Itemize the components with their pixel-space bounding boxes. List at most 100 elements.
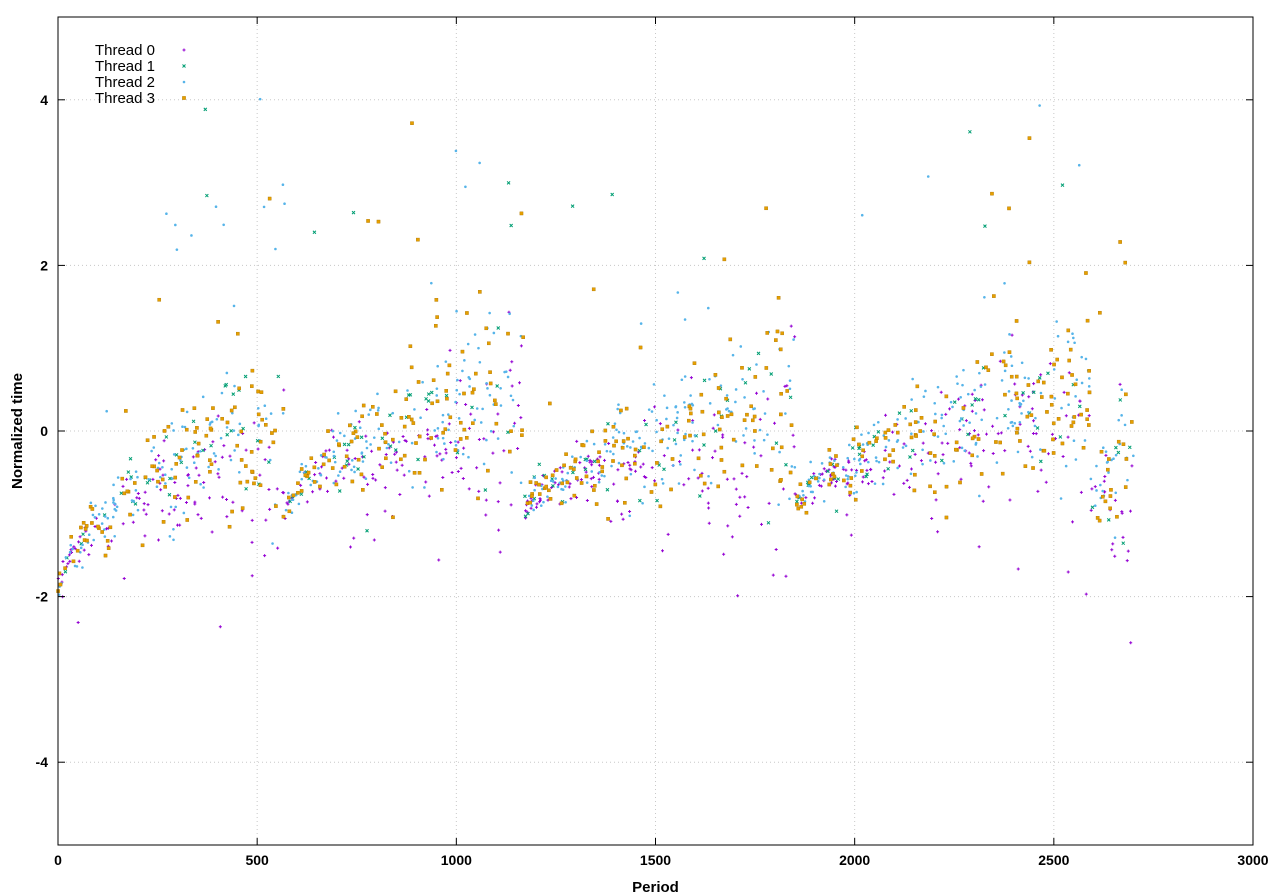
- thread-2-point: [1011, 424, 1015, 428]
- thread-2-point: [170, 477, 174, 480]
- thread-2-point: [1089, 477, 1093, 481]
- thread-3-point: [918, 429, 923, 433]
- thread-3-point: [103, 553, 108, 558]
- thread-2-point: [613, 422, 617, 425]
- thread-2-point: [1007, 407, 1010, 411]
- thread-3-point: [273, 428, 277, 433]
- thread-3-point: [591, 287, 596, 292]
- thread-0-point: [919, 459, 923, 463]
- thread-0-point: [603, 458, 607, 462]
- thread-3-point: [250, 469, 254, 474]
- thread-3-point: [774, 338, 778, 342]
- thread-0-point: [939, 390, 943, 394]
- thread-3-point: [391, 437, 395, 442]
- thread-3-point: [274, 504, 278, 508]
- thread-0-point: [946, 441, 950, 445]
- thread-2-point: [1126, 478, 1129, 482]
- thread-2-point: [731, 353, 735, 357]
- thread-3-point: [160, 477, 165, 482]
- thread-3-point: [1031, 466, 1035, 470]
- thread-2-point: [350, 459, 354, 462]
- thread-0-point: [158, 467, 162, 471]
- thread-3-point: [1071, 420, 1076, 425]
- thread-3-point: [69, 535, 73, 539]
- thread-3-point: [742, 418, 747, 422]
- thread-1-point: [128, 456, 133, 461]
- thread-2-point: [134, 470, 138, 473]
- thread-1-point: [241, 426, 245, 431]
- thread-2-point: [655, 430, 658, 434]
- thread-3-point: [227, 524, 232, 529]
- thread-0-point: [982, 408, 986, 412]
- thread-3-point: [594, 502, 599, 506]
- thread-3-point: [163, 485, 167, 489]
- thread-0-point: [653, 479, 657, 483]
- thread-0-point: [510, 360, 514, 364]
- thread-0-point: [579, 478, 583, 482]
- thread-0-point: [193, 500, 197, 504]
- thread-0-point: [970, 392, 974, 396]
- thread-0-point: [1062, 390, 1066, 394]
- thread-0-point: [861, 475, 865, 479]
- thread-1-point: [713, 429, 718, 433]
- thread-2-point: [1027, 410, 1030, 414]
- thread-3-point: [633, 461, 637, 466]
- thread-2-point: [963, 449, 967, 453]
- thread-0-point: [845, 482, 849, 486]
- thread-0-point: [89, 543, 93, 547]
- thread-2-point: [105, 409, 108, 413]
- thread-3-point: [399, 416, 404, 420]
- thread-3-point: [764, 366, 769, 370]
- thread-0-point: [216, 414, 220, 418]
- thread-2-point: [100, 522, 104, 525]
- thread-2-point: [959, 396, 962, 399]
- thread-0-point: [332, 435, 336, 439]
- thread-1-point: [766, 520, 771, 525]
- thread-2-point: [625, 445, 629, 448]
- thread-2-point: [485, 381, 488, 385]
- thread-2-point: [612, 452, 615, 456]
- thread-3-point: [1029, 413, 1034, 417]
- thread-0-point: [783, 384, 787, 388]
- thread-3-point: [327, 458, 331, 463]
- thread-2-point: [164, 482, 167, 485]
- thread-3-point: [688, 433, 692, 438]
- thread-0-point: [498, 481, 502, 485]
- thread-3-point: [932, 454, 937, 458]
- thread-2-point: [150, 449, 153, 453]
- thread-0-point: [162, 459, 166, 463]
- thread-0-point: [1026, 444, 1030, 448]
- thread-2-point: [940, 413, 944, 417]
- thread-0-point: [700, 489, 704, 493]
- thread-3-point: [334, 482, 339, 487]
- thread-1-point: [359, 435, 364, 440]
- thread-3-point: [216, 320, 220, 324]
- thread-0-point: [151, 477, 155, 481]
- thread-3-point: [75, 548, 80, 553]
- thread-0-point: [633, 469, 637, 473]
- thread-3-point: [444, 389, 449, 393]
- thread-0-point: [738, 514, 742, 518]
- thread-2-point: [917, 420, 920, 424]
- thread-0-point: [813, 496, 817, 500]
- thread-0-point: [829, 474, 833, 478]
- thread-2-point: [579, 455, 582, 459]
- thread-3-point: [990, 352, 994, 356]
- thread-3-point: [240, 506, 245, 510]
- thread-3-point: [1025, 414, 1030, 419]
- thread-2-point: [174, 223, 177, 227]
- thread-0-point: [496, 412, 500, 416]
- thread-2-point: [622, 431, 626, 435]
- thread-0-point: [999, 431, 1003, 435]
- thread-0-point: [509, 503, 513, 507]
- thread-0-point: [691, 448, 695, 452]
- thread-0-point: [689, 376, 693, 380]
- thread-2-point: [1075, 378, 1079, 382]
- thread-0-point: [560, 470, 564, 474]
- thread-2-point: [389, 461, 393, 464]
- thread-0-point: [982, 449, 986, 453]
- thread-0-point: [1003, 449, 1007, 453]
- thread-2-point: [1053, 397, 1057, 400]
- thread-2-point: [319, 454, 323, 457]
- thread-2-point: [859, 462, 862, 466]
